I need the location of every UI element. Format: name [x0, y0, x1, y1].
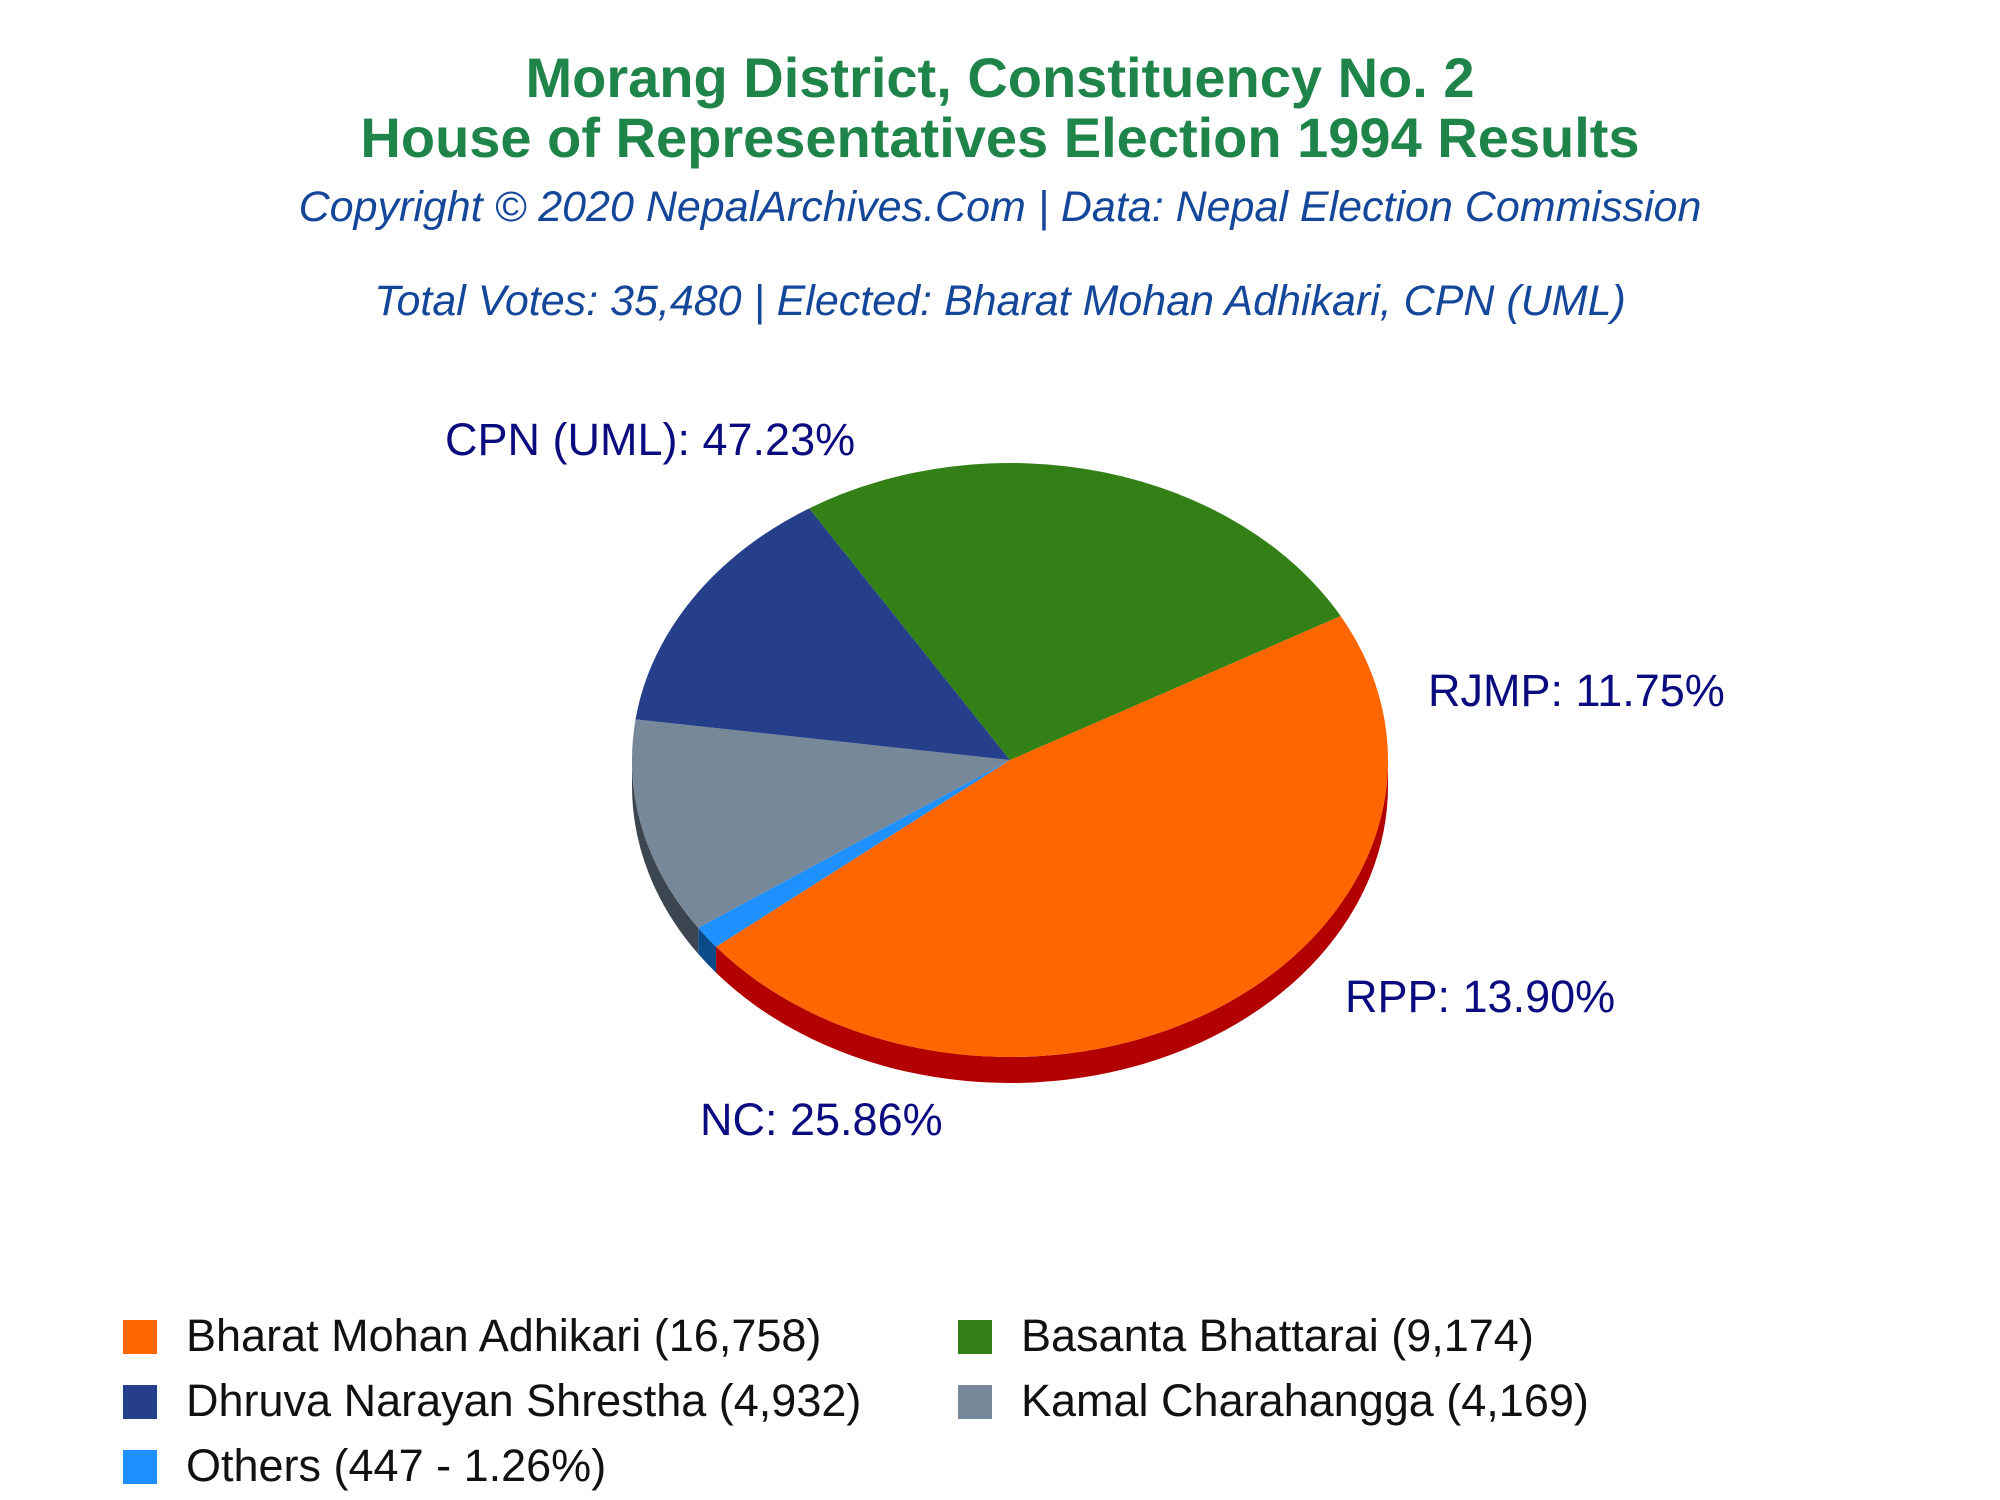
- legend-swatch: [958, 1320, 992, 1354]
- legend-label: Dhruva Narayan Shrestha (4,932): [186, 1375, 862, 1426]
- legend-swatch: [123, 1385, 157, 1419]
- pie-slice-cpn-uml-: [716, 616, 1388, 1057]
- pie-slice-rpp: [635, 508, 1010, 760]
- summary-line: Total Votes: 35,480 | Elected: Bharat Mo…: [374, 277, 1626, 325]
- pie-slice-others: [698, 760, 1010, 947]
- legend-swatch: [123, 1320, 157, 1354]
- legend-swatch: [123, 1450, 157, 1484]
- slice-label-nc: NC: 25.86%: [700, 1094, 943, 1145]
- slice-label-cpn-uml-: CPN (UML): 47.23%: [445, 414, 855, 465]
- pie-slice-nc: [809, 463, 1341, 760]
- legend-swatch: [958, 1385, 992, 1419]
- slice-label-rpp: RPP: 13.90%: [1345, 971, 1615, 1022]
- chart-title-line1: Morang District, Constituency No. 2: [525, 46, 1475, 109]
- pie-side-others: [698, 927, 717, 973]
- chart-title-line2: House of Representatives Election 1994 R…: [360, 106, 1640, 169]
- pie-side-rjmp: [632, 760, 699, 954]
- legend-label: Bharat Mohan Adhikari (16,758): [186, 1310, 822, 1361]
- copyright-line: Copyright © 2020 NepalArchives.Com | Dat…: [298, 183, 1702, 231]
- pie-slice-rjmp: [632, 719, 1010, 928]
- legend-label: Basanta Bhattarai (9,174): [1021, 1310, 1534, 1361]
- legend-label: Others (447 - 1.26%): [186, 1440, 607, 1491]
- slice-label-rjmp: RJMP: 11.75%: [1428, 665, 1725, 716]
- legend-label: Kamal Charahangga (4,169): [1021, 1375, 1589, 1426]
